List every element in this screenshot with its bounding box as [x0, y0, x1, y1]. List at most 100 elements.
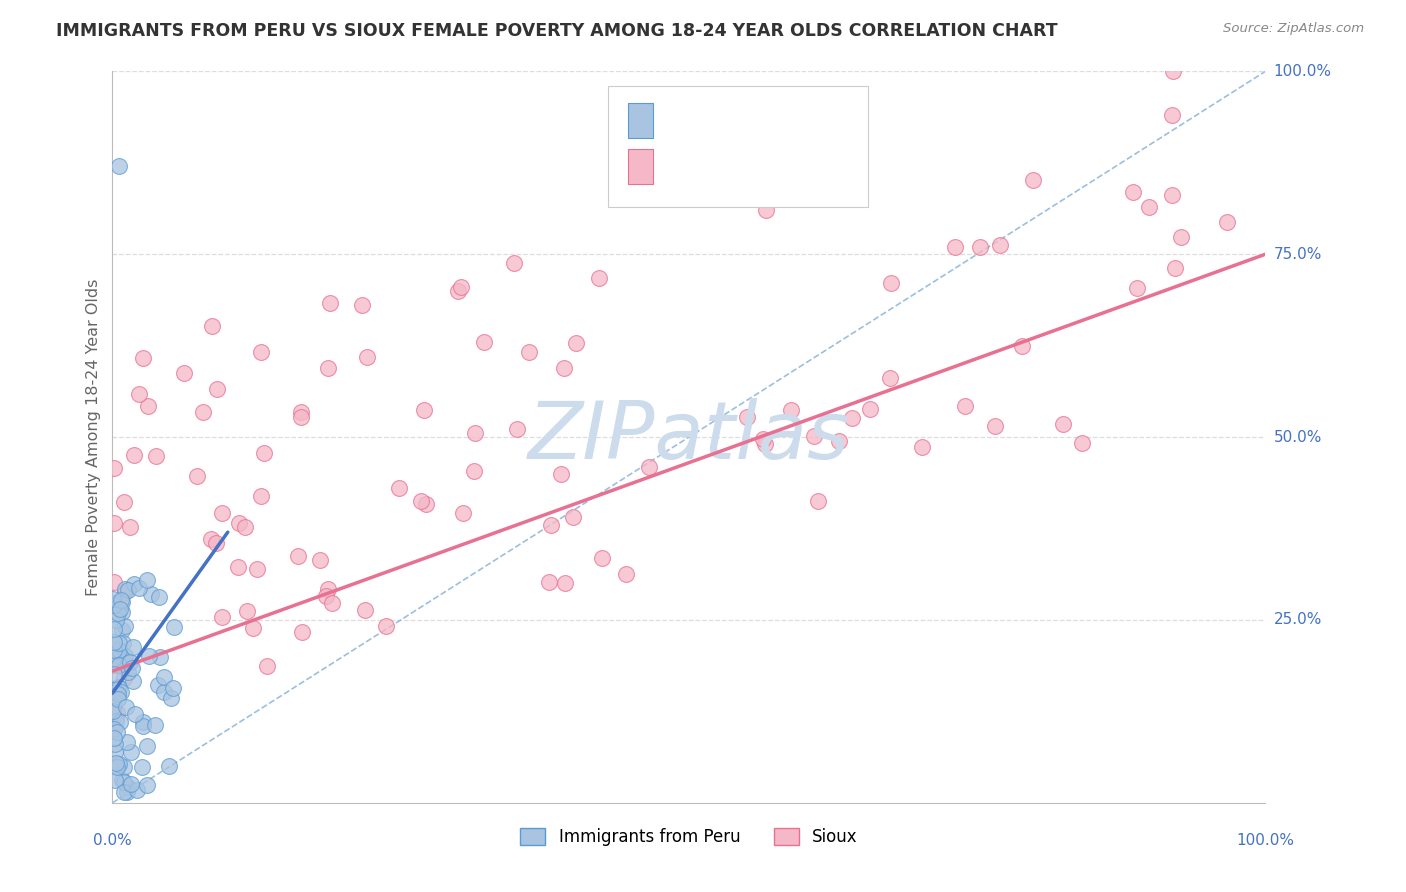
Immigrants from Peru [114, 775, 136, 789]
Sioux [1170, 229, 1192, 244]
Sioux [145, 449, 167, 463]
FancyBboxPatch shape [628, 149, 654, 184]
Sioux [173, 367, 195, 381]
Immigrants from Peru [120, 745, 142, 759]
Sioux [943, 240, 966, 254]
Sioux [211, 609, 233, 624]
Sioux [540, 517, 562, 532]
Sioux [226, 559, 249, 574]
Sioux [290, 404, 312, 418]
Sioux [388, 481, 411, 495]
Sioux [472, 334, 495, 349]
Immigrants from Peru [117, 583, 139, 598]
Sioux [517, 344, 540, 359]
Immigrants from Peru [121, 640, 143, 655]
Text: 102: 102 [793, 158, 830, 176]
Sioux [316, 582, 339, 596]
Sioux [245, 562, 267, 576]
Sioux [550, 467, 572, 481]
Sioux [409, 494, 432, 508]
Sioux [356, 350, 378, 364]
Immigrants from Peru [104, 613, 127, 627]
Immigrants from Peru [112, 654, 135, 668]
Immigrants from Peru [115, 735, 138, 749]
Immigrants from Peru [153, 670, 176, 684]
Sioux [1052, 417, 1074, 431]
Sioux [953, 399, 976, 413]
Sioux [103, 657, 125, 672]
Immigrants from Peru [135, 739, 157, 753]
Sioux [565, 335, 588, 350]
Immigrants from Peru [117, 780, 139, 795]
Sioux [803, 429, 825, 443]
Sioux [204, 536, 226, 550]
Sioux [464, 426, 486, 441]
Immigrants from Peru [143, 718, 166, 732]
Immigrants from Peru [105, 725, 128, 739]
Text: N =: N = [755, 158, 794, 176]
Sioux [451, 506, 474, 520]
Sioux [415, 497, 437, 511]
Sioux [988, 238, 1011, 252]
Sioux [186, 468, 208, 483]
Immigrants from Peru [111, 624, 134, 638]
Immigrants from Peru [103, 635, 125, 649]
Text: 83: 83 [793, 112, 818, 129]
Immigrants from Peru [110, 602, 132, 616]
Sioux [350, 297, 373, 311]
Immigrants from Peru [115, 699, 138, 714]
Immigrants from Peru [101, 698, 124, 713]
Sioux [114, 585, 136, 599]
Immigrants from Peru [135, 778, 157, 792]
Immigrants from Peru [128, 581, 150, 595]
Immigrants from Peru [117, 785, 139, 799]
Immigrants from Peru [103, 642, 125, 657]
Immigrants from Peru [138, 648, 160, 663]
Sioux [308, 553, 330, 567]
Sioux [588, 271, 610, 285]
Sioux [256, 658, 278, 673]
Immigrants from Peru [107, 681, 129, 695]
Immigrants from Peru [107, 681, 129, 695]
Sioux [1122, 185, 1144, 199]
Immigrants from Peru [108, 658, 131, 673]
Sioux [136, 399, 159, 413]
Immigrants from Peru [101, 596, 124, 610]
Immigrants from Peru [110, 649, 132, 664]
Text: 0.268: 0.268 [700, 112, 752, 129]
Sioux [211, 506, 233, 520]
Sioux [103, 460, 125, 475]
Sioux [107, 706, 129, 721]
Text: 50.0%: 50.0% [1274, 430, 1322, 444]
Sioux [201, 319, 224, 334]
Immigrants from Peru [112, 785, 135, 799]
Sioux [1161, 64, 1184, 78]
Sioux [506, 422, 529, 436]
Immigrants from Peru [114, 648, 136, 663]
Sioux [614, 567, 637, 582]
Sioux [250, 344, 273, 359]
Sioux [242, 621, 264, 635]
Immigrants from Peru [105, 643, 128, 657]
Sioux [969, 240, 991, 254]
Immigrants from Peru [110, 685, 132, 699]
Sioux [1071, 436, 1094, 450]
Immigrants from Peru [103, 731, 125, 746]
Sioux [591, 550, 613, 565]
Sioux [562, 510, 585, 524]
Text: N =: N = [755, 112, 794, 129]
Immigrants from Peru [105, 760, 128, 774]
Sioux [463, 464, 485, 478]
Sioux [637, 460, 659, 475]
Sioux [253, 446, 276, 460]
Sioux [880, 276, 903, 290]
Text: 0.475: 0.475 [700, 158, 752, 176]
Immigrants from Peru [112, 760, 135, 774]
Text: 75.0%: 75.0% [1274, 247, 1322, 261]
Sioux [205, 382, 228, 396]
Sioux [103, 516, 125, 530]
Sioux [553, 360, 575, 375]
Sioux [103, 575, 125, 590]
Immigrants from Peru [104, 737, 127, 751]
Sioux [755, 202, 778, 217]
